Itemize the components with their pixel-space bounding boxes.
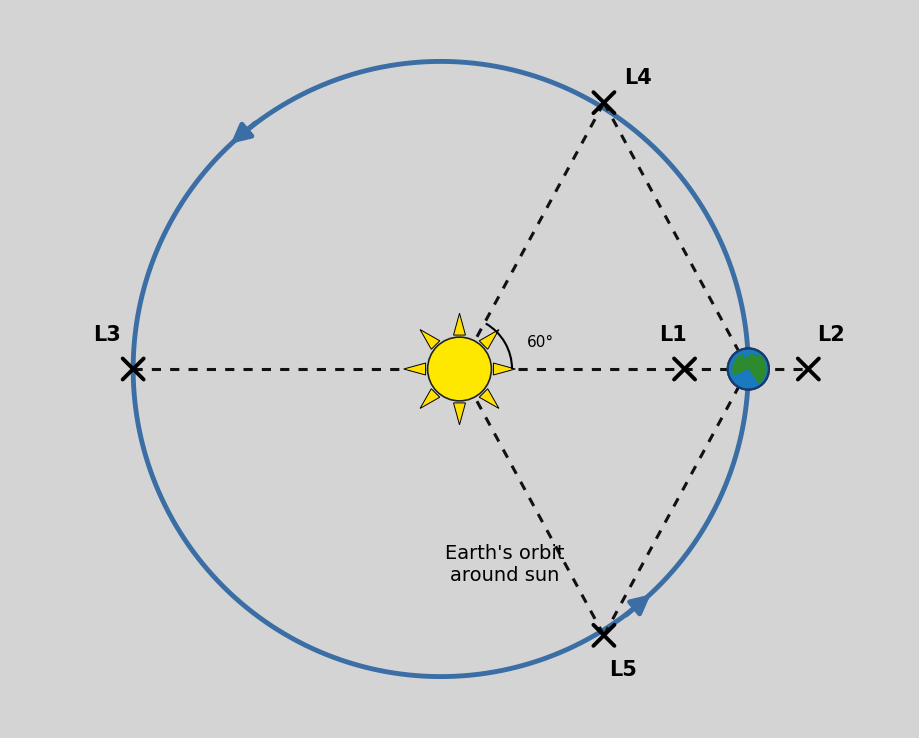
Text: L4: L4 bbox=[624, 68, 652, 88]
Text: Earth's orbit
around sun: Earth's orbit around sun bbox=[445, 544, 564, 584]
Text: L3: L3 bbox=[93, 325, 120, 345]
Polygon shape bbox=[453, 403, 466, 425]
Polygon shape bbox=[479, 330, 499, 349]
Polygon shape bbox=[403, 363, 425, 375]
Wedge shape bbox=[748, 354, 766, 384]
Text: L5: L5 bbox=[608, 660, 637, 680]
Polygon shape bbox=[494, 363, 516, 375]
Polygon shape bbox=[420, 330, 440, 349]
Text: 60°: 60° bbox=[527, 335, 554, 351]
Text: L1: L1 bbox=[660, 325, 687, 345]
Polygon shape bbox=[453, 313, 466, 335]
Polygon shape bbox=[479, 389, 499, 408]
Circle shape bbox=[728, 348, 769, 390]
Circle shape bbox=[427, 337, 492, 401]
Polygon shape bbox=[420, 389, 440, 408]
Text: L2: L2 bbox=[817, 325, 845, 345]
Wedge shape bbox=[748, 354, 763, 369]
Wedge shape bbox=[744, 356, 753, 369]
Wedge shape bbox=[732, 354, 748, 376]
